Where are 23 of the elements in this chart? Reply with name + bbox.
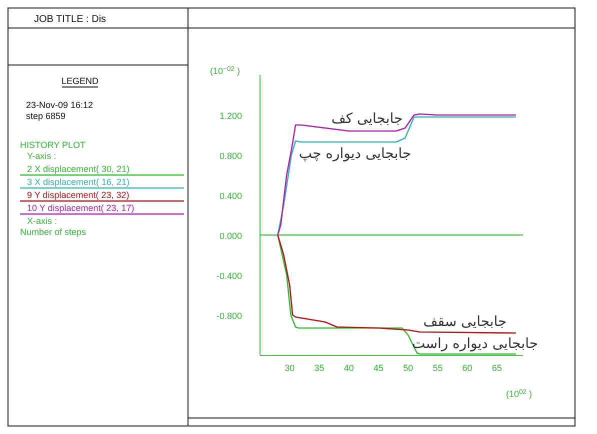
legend-title: LEGEND bbox=[61, 76, 100, 86]
x-tick-label: 60 bbox=[462, 363, 472, 373]
y-tick-label: 0.800 bbox=[219, 151, 242, 161]
x-tick-label: 35 bbox=[314, 363, 324, 373]
x-tick-label: 50 bbox=[403, 363, 414, 373]
annotation: جابجایی دیواره چپ bbox=[298, 146, 412, 162]
y-tick-label: -0.800 bbox=[216, 311, 242, 321]
x-tick-label: 55 bbox=[432, 363, 443, 373]
annotation: جابجایی دیواره راست bbox=[412, 336, 538, 352]
x-tick-label: 45 bbox=[373, 363, 384, 373]
x-axis-title: (10$^{02}$ ) bbox=[506, 388, 532, 399]
annotation: جابجایی سقف bbox=[423, 314, 507, 330]
y-tick-label: 0.000 bbox=[219, 231, 242, 241]
y-axis-title: (10$^{−02}$ ) bbox=[210, 66, 240, 76]
y-tick-label: -0.400 bbox=[216, 271, 242, 281]
text: JOB TITLE : Dis bbox=[34, 14, 106, 25]
x-tick-label: 65 bbox=[492, 363, 502, 373]
annotation: جابجایی کف bbox=[331, 111, 403, 127]
legend: LEGEND 23-Nov-09 16:12 step 6859 HISTORY PLOT Y-axis : 2 X displacement( 30, 21) 3 X displacement( 16, 21) 9 Y displacement( 23, 32) 10 Y displacement( 23, 17) X-axis : Number of steps bbox=[20, 76, 184, 237]
x-tick-label: 30 bbox=[284, 363, 295, 373]
y-tick-label: 0.400 bbox=[219, 191, 242, 201]
y-tick-label: 1.200 bbox=[219, 111, 242, 121]
x-tick-label: 40 bbox=[344, 363, 354, 373]
